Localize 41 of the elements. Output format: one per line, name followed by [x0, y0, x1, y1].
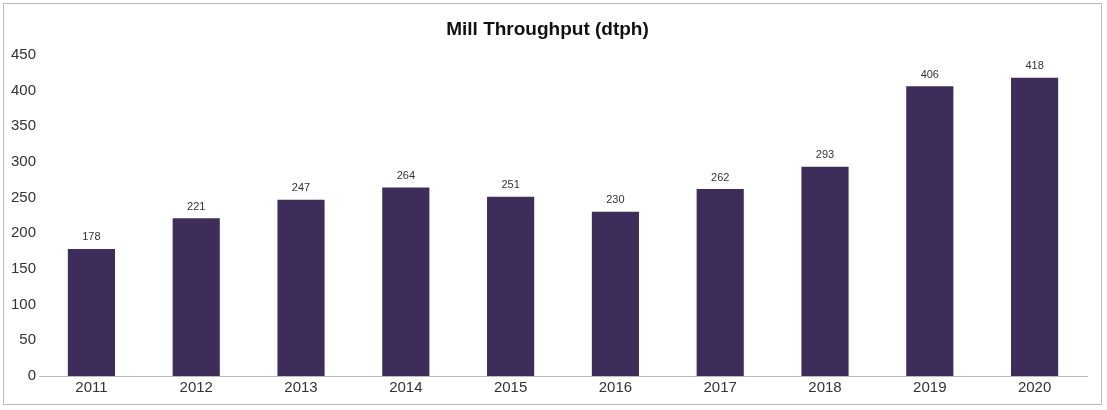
data-label: 221 — [187, 199, 206, 212]
x-tick-label: 2020 — [1017, 378, 1052, 396]
bar — [172, 218, 220, 376]
data-label: 418 — [1025, 59, 1044, 72]
data-label: 406 — [920, 67, 939, 80]
y-tick-label: 200 — [11, 223, 37, 241]
y-tick-label: 50 — [19, 330, 37, 348]
y-tick-label: 250 — [11, 187, 37, 205]
y-tick-label: 0 — [27, 366, 37, 384]
bar — [1011, 77, 1059, 376]
bar — [487, 196, 535, 376]
y-tick-label: 150 — [11, 259, 37, 277]
y-tick-label: 350 — [11, 116, 37, 134]
y-tick-label: 400 — [11, 80, 37, 98]
bar — [277, 199, 325, 376]
bar — [696, 188, 744, 376]
data-label: 247 — [291, 181, 311, 194]
x-tick-label: 2013 — [284, 378, 318, 396]
data-label: 230 — [606, 193, 625, 206]
x-tick-label: 2015 — [493, 378, 528, 396]
x-tick-label: 2014 — [389, 378, 423, 396]
x-tick-label: 2012 — [179, 378, 213, 396]
bar — [382, 187, 430, 376]
chart-title: Mill Throughput (dtph) — [446, 17, 649, 39]
data-label: 262 — [711, 170, 730, 183]
data-label: 251 — [501, 178, 520, 191]
x-tick-label: 2018 — [808, 378, 842, 396]
x-tick-label: 2011 — [75, 378, 108, 396]
bar — [591, 211, 639, 376]
y-tick-label: 450 — [11, 44, 37, 62]
y-tick-label: 100 — [11, 294, 37, 312]
data-label: 178 — [82, 230, 101, 243]
data-label: 264 — [396, 169, 415, 182]
bar — [906, 86, 954, 376]
data-label: 293 — [815, 148, 835, 161]
bar — [67, 248, 116, 376]
x-tick-label: 2016 — [598, 378, 633, 396]
x-tick-label: 2017 — [703, 378, 737, 396]
x-tick-label: 2019 — [913, 378, 947, 396]
y-tick-label: 300 — [11, 152, 37, 170]
bar — [801, 166, 849, 376]
